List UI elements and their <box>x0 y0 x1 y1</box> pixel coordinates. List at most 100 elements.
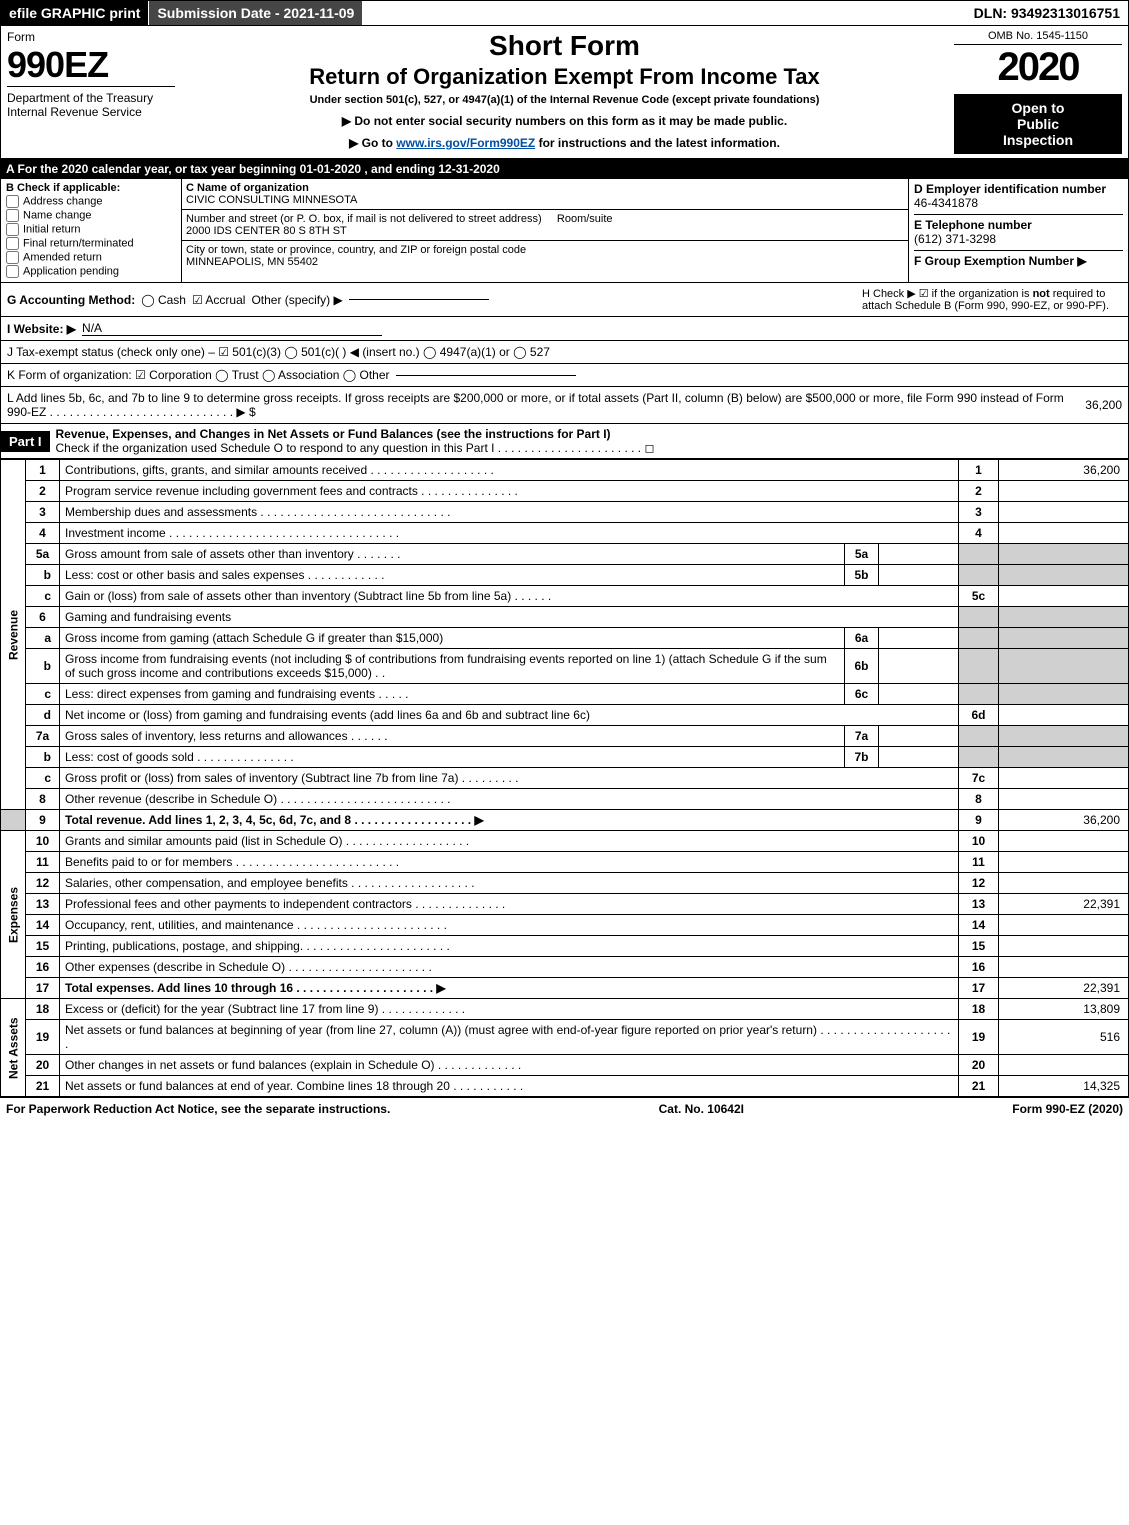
e-label: E Telephone number <box>914 218 1032 232</box>
g-cash: ◯ Cash <box>141 293 186 307</box>
arrow-line-2: ▶ Go to www.irs.gov/Form990EZ for instru… <box>187 136 942 150</box>
l6d-desc: Net income or (loss) from gaming and fun… <box>60 705 959 726</box>
l5b-num: b <box>26 565 60 586</box>
check-final-return[interactable]: Final return/terminated <box>6 237 176 250</box>
l5c-num: c <box>26 586 60 607</box>
j-row: J Tax-exempt status (check only one) – ☑… <box>0 341 1129 364</box>
l5a-num: 5a <box>26 544 60 565</box>
l4-num: 4 <box>26 523 60 544</box>
l6c-midval <box>879 684 959 705</box>
footer-mid: Cat. No. 10642I <box>659 1102 744 1116</box>
l5b-mid: 5b <box>845 565 879 586</box>
street-value: 2000 IDS CENTER 80 S 8TH ST <box>186 225 347 237</box>
omb-number: OMB No. 1545-1150 <box>954 30 1122 45</box>
l4-rn: 4 <box>959 523 999 544</box>
open-l2: Public <box>958 116 1118 132</box>
l5a-midval <box>879 544 959 565</box>
irs-link[interactable]: www.irs.gov/Form990EZ <box>396 136 535 150</box>
l18-val: 13,809 <box>999 999 1129 1020</box>
l20-num: 20 <box>26 1055 60 1076</box>
dept-irs: Internal Revenue Service <box>7 105 175 119</box>
l-text: L Add lines 5b, 6c, and 7b to line 9 to … <box>7 391 1079 419</box>
l13-desc: Professional fees and other payments to … <box>60 894 959 915</box>
l21-rn: 21 <box>959 1076 999 1097</box>
form-number: 990EZ <box>7 44 175 86</box>
under-section: Under section 501(c), 527, or 4947(a)(1)… <box>187 94 942 106</box>
l3-num: 3 <box>26 502 60 523</box>
part1-title: Revenue, Expenses, and Changes in Net As… <box>50 424 1128 458</box>
center-title: Short Form Return of Organization Exempt… <box>181 26 948 158</box>
website-value: N/A <box>82 321 382 336</box>
l12-num: 12 <box>26 873 60 894</box>
l6d-val <box>999 705 1129 726</box>
lines-table: Revenue 1 Contributions, gifts, grants, … <box>0 459 1129 1097</box>
l15-val <box>999 936 1129 957</box>
l9-rn: 9 <box>959 810 999 831</box>
l14-desc: Occupancy, rent, utilities, and maintena… <box>60 915 959 936</box>
f-block: F Group Exemption Number ▶ <box>914 250 1123 268</box>
check-amended-return[interactable]: Amended return <box>6 251 176 264</box>
g-accrual: ☑ Accrual <box>192 293 245 307</box>
d-label: D Employer identification number <box>914 182 1123 196</box>
l6c-val <box>999 684 1129 705</box>
l6a-mid: 6a <box>845 628 879 649</box>
l5a-rn <box>959 544 999 565</box>
part1-header-row: Part I Revenue, Expenses, and Changes in… <box>0 424 1129 459</box>
l11-val <box>999 852 1129 873</box>
g-label: G Accounting Method: <box>7 293 135 307</box>
g-other-line <box>349 299 489 300</box>
netassets-label: Net Assets <box>1 999 26 1097</box>
l6a-desc: Gross income from gaming (attach Schedul… <box>60 628 845 649</box>
l5c-rn: 5c <box>959 586 999 607</box>
l5a-desc: Gross amount from sale of assets other t… <box>60 544 845 565</box>
l8-num: 8 <box>26 789 60 810</box>
check-address-change[interactable]: Address change <box>6 195 176 208</box>
revenue-label: Revenue <box>1 460 26 810</box>
l9-desc: Total revenue. Add lines 1, 2, 3, 4, 5c,… <box>60 810 959 831</box>
l6d-rn: 6d <box>959 705 999 726</box>
section-b: B Check if applicable: Address change Na… <box>0 179 1129 283</box>
l7a-val <box>999 726 1129 747</box>
l5b-desc: Less: cost or other basis and sales expe… <box>60 565 845 586</box>
dln-label: DLN: 93492313016751 <box>966 1 1128 25</box>
l6c-mid: 6c <box>845 684 879 705</box>
footer-left: For Paperwork Reduction Act Notice, see … <box>6 1102 390 1116</box>
l3-desc: Membership dues and assessments . . . . … <box>60 502 959 523</box>
org-block: C Name of organization CIVIC CONSULTING … <box>181 179 908 282</box>
top-bar: efile GRAPHIC print Submission Date - 20… <box>0 0 1129 26</box>
l14-val <box>999 915 1129 936</box>
l6-val <box>999 607 1129 628</box>
footer: For Paperwork Reduction Act Notice, see … <box>0 1097 1129 1120</box>
l10-desc: Grants and similar amounts paid (list in… <box>60 831 959 852</box>
l7c-num: c <box>26 768 60 789</box>
l7a-midval <box>879 726 959 747</box>
right-d-block: D Employer identification number 46-4341… <box>908 179 1128 282</box>
l6-num: 6 <box>26 607 60 628</box>
l6-rn <box>959 607 999 628</box>
l16-val <box>999 957 1129 978</box>
check-application-pending[interactable]: Application pending <box>6 265 176 278</box>
l6b-val <box>999 649 1129 684</box>
l5c-desc: Gain or (loss) from sale of assets other… <box>60 586 959 607</box>
l6a-rn <box>959 628 999 649</box>
title-short-form: Short Form <box>187 30 942 62</box>
l6b-desc: Gross income from fundraising events (no… <box>60 649 845 684</box>
l19-rn: 19 <box>959 1020 999 1055</box>
l19-num: 19 <box>26 1020 60 1055</box>
check-initial-return[interactable]: Initial return <box>6 223 176 236</box>
k-row: K Form of organization: ☑ Corporation ◯ … <box>0 364 1129 387</box>
header-grid: Form 990EZ Department of the Treasury In… <box>0 26 1129 159</box>
arrow2-pre: ▶ Go to <box>349 136 396 150</box>
l6c-num: c <box>26 684 60 705</box>
footer-right: Form 990-EZ (2020) <box>1012 1102 1123 1116</box>
l3-rn: 3 <box>959 502 999 523</box>
k-text: K Form of organization: ☑ Corporation ◯ … <box>7 368 390 382</box>
check-name-change[interactable]: Name change <box>6 209 176 222</box>
l7a-mid: 7a <box>845 726 879 747</box>
g-other: Other (specify) ▶ <box>251 293 342 307</box>
expenses-label: Expenses <box>1 831 26 999</box>
open-l1: Open to <box>958 100 1118 116</box>
l15-desc: Printing, publications, postage, and shi… <box>60 936 959 957</box>
f-label: F Group Exemption Number ▶ <box>914 254 1087 268</box>
l16-rn: 16 <box>959 957 999 978</box>
